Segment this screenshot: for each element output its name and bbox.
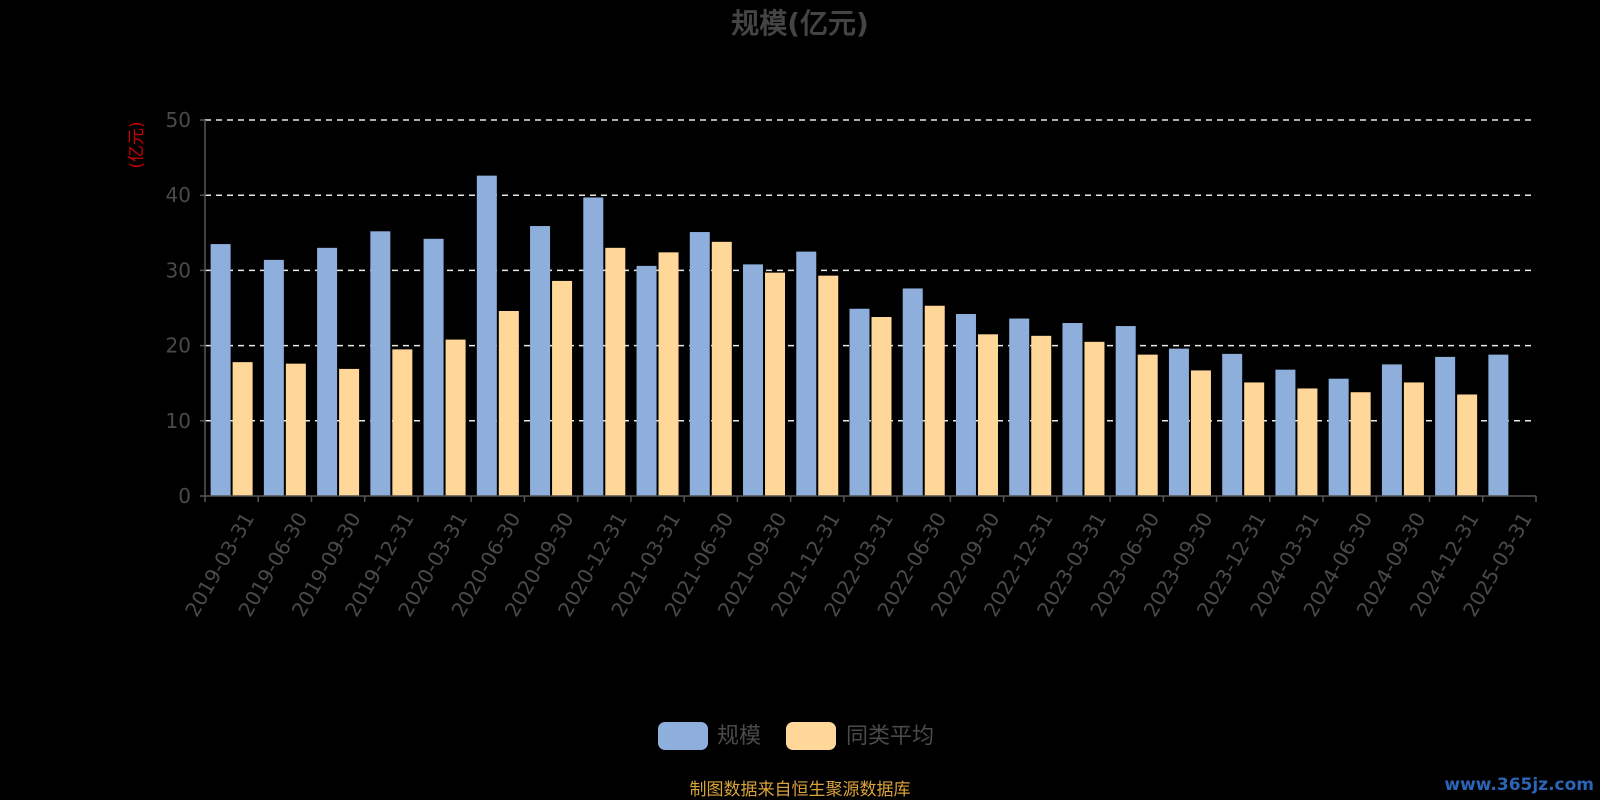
chart-title: 规模(亿元) xyxy=(731,7,869,40)
bar-category-average[interactable] xyxy=(658,252,679,496)
y-tick-label: 10 xyxy=(166,409,191,433)
bar-category-average[interactable] xyxy=(924,305,945,496)
bar-scale[interactable] xyxy=(1062,323,1083,496)
bar-category-average[interactable] xyxy=(392,349,413,496)
bar-scale[interactable] xyxy=(636,265,657,496)
legend-label-category-average[interactable]: 同类平均 xyxy=(846,724,934,749)
bar-category-average[interactable] xyxy=(1297,388,1318,496)
bar-category-average[interactable] xyxy=(1457,394,1478,496)
bar-category-average[interactable] xyxy=(605,247,626,496)
bar-scale[interactable] xyxy=(370,231,391,496)
y-tick-label: 50 xyxy=(166,108,191,132)
bar-scale[interactable] xyxy=(1222,353,1243,496)
bar-category-average[interactable] xyxy=(765,272,786,496)
bar-scale[interactable] xyxy=(796,251,817,496)
bar-scale[interactable] xyxy=(1115,326,1136,496)
bar-category-average[interactable] xyxy=(871,317,892,496)
bar-category-average[interactable] xyxy=(1190,370,1211,496)
bar-category-average[interactable] xyxy=(498,311,519,496)
site-watermark: www.365jz.com xyxy=(1444,775,1594,795)
legend-swatch-scale[interactable] xyxy=(658,722,708,750)
bar-scale[interactable] xyxy=(317,247,338,496)
bar-category-average[interactable] xyxy=(339,368,360,496)
y-tick-label: 30 xyxy=(166,258,191,282)
bar-category-average[interactable] xyxy=(1244,382,1265,496)
bar-scale[interactable] xyxy=(1009,318,1030,496)
bar-scale[interactable] xyxy=(210,244,231,496)
bar-scale[interactable] xyxy=(1435,356,1456,496)
bar-scale[interactable] xyxy=(1328,378,1349,496)
bar-scale[interactable] xyxy=(902,288,923,496)
bar-category-average[interactable] xyxy=(818,275,839,496)
bar-scale[interactable] xyxy=(849,308,870,496)
bars xyxy=(210,175,1509,497)
bar-category-average[interactable] xyxy=(1403,382,1424,496)
bar-scale[interactable] xyxy=(476,175,497,496)
bar-scale[interactable] xyxy=(1381,364,1402,496)
legend-swatch-category-average[interactable] xyxy=(786,722,836,750)
bar-category-average[interactable] xyxy=(977,334,998,496)
bar-scale[interactable] xyxy=(583,197,604,496)
bar-scale[interactable] xyxy=(743,264,764,496)
bar-category-average[interactable] xyxy=(285,363,306,496)
data-source-note: 制图数据来自恒生聚源数据库 xyxy=(690,780,911,800)
bar-scale[interactable] xyxy=(955,314,976,496)
y-tick-label: 40 xyxy=(166,183,191,207)
y-tick-label: 0 xyxy=(178,484,191,508)
bar-category-average[interactable] xyxy=(552,280,573,496)
bar-scale[interactable] xyxy=(263,259,284,496)
bar-scale[interactable] xyxy=(1168,348,1189,496)
y-axis-unit-label: (亿元) xyxy=(127,121,147,168)
bar-scale[interactable] xyxy=(1275,369,1296,496)
bar-category-average[interactable] xyxy=(1031,335,1052,496)
x-axis-ticks: 2019-03-312019-06-302019-09-302019-12-31… xyxy=(180,496,1537,621)
bar-scale[interactable] xyxy=(689,232,710,496)
legend[interactable]: 规模 同类平均 xyxy=(658,722,934,750)
bar-scale[interactable] xyxy=(1488,354,1509,496)
bar-scale[interactable] xyxy=(530,226,551,497)
y-tick-label: 20 xyxy=(166,334,191,358)
legend-label-scale[interactable]: 规模 xyxy=(717,724,761,749)
bar-category-average[interactable] xyxy=(1137,354,1158,496)
bar-category-average[interactable] xyxy=(711,241,732,496)
bar-category-average[interactable] xyxy=(232,362,253,496)
bar-category-average[interactable] xyxy=(445,339,466,496)
y-axis-ticks: 0 10 20 30 40 50 xyxy=(166,108,206,508)
bar-category-average[interactable] xyxy=(1084,341,1105,496)
bar-scale[interactable] xyxy=(423,238,444,497)
bar-category-average[interactable] xyxy=(1350,392,1371,496)
